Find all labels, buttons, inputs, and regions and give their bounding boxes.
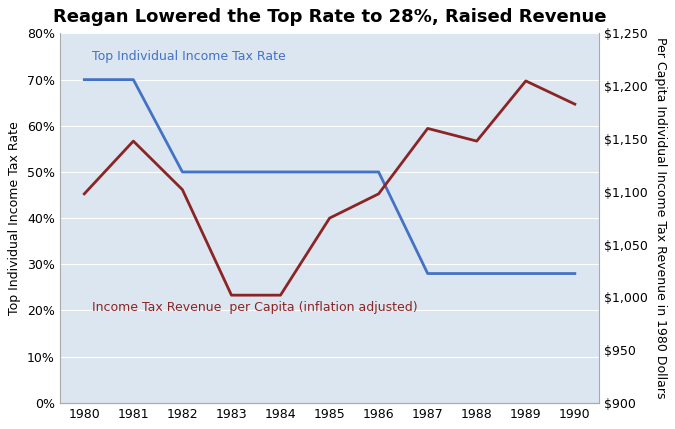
Text: Income Tax Revenue  per Capita (inflation adjusted): Income Tax Revenue per Capita (inflation…	[92, 301, 417, 314]
Text: Top Individual Income Tax Rate: Top Individual Income Tax Rate	[92, 51, 286, 63]
Title: Reagan Lowered the Top Rate to 28%, Raised Revenue: Reagan Lowered the Top Rate to 28%, Rais…	[53, 8, 606, 26]
Y-axis label: Top Individual Income Tax Rate: Top Individual Income Tax Rate	[8, 121, 22, 315]
Y-axis label: Per Capita Individual Income Tax Revenue in 1980 Dollars: Per Capita Individual Income Tax Revenue…	[653, 37, 667, 399]
